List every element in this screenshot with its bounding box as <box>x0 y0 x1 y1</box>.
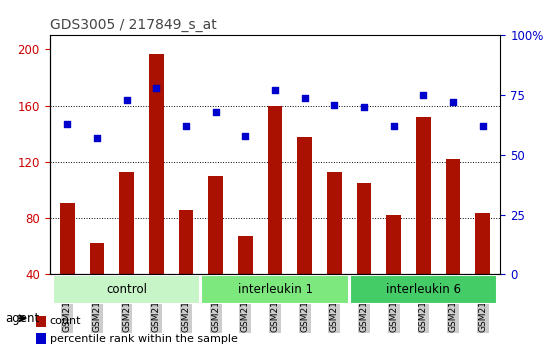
Point <box>182 123 190 129</box>
Bar <box>327 172 342 274</box>
Point <box>419 92 428 98</box>
Point <box>122 97 131 103</box>
Text: count: count <box>50 316 81 326</box>
Bar <box>149 54 164 274</box>
Bar <box>356 183 371 274</box>
Text: percentile rank within the sample: percentile rank within the sample <box>50 333 238 344</box>
Bar <box>90 244 104 274</box>
Bar <box>179 210 194 274</box>
Bar <box>201 275 349 304</box>
Bar <box>60 202 75 274</box>
Bar <box>36 333 46 344</box>
Point <box>389 123 398 129</box>
Point <box>300 95 309 101</box>
Text: interleukin 6: interleukin 6 <box>386 283 461 296</box>
Bar <box>268 106 282 274</box>
Bar <box>297 137 312 274</box>
Bar <box>475 212 490 274</box>
Point <box>63 121 72 127</box>
Point <box>360 104 368 110</box>
Bar <box>36 316 46 327</box>
Bar <box>238 236 253 274</box>
Point <box>478 123 487 129</box>
Point <box>449 99 458 105</box>
Text: control: control <box>106 283 147 296</box>
Text: GDS3005 / 217849_s_at: GDS3005 / 217849_s_at <box>50 18 216 32</box>
Bar <box>208 176 223 274</box>
Point <box>92 135 101 141</box>
Point <box>152 85 161 91</box>
Point <box>211 109 220 115</box>
Point <box>330 102 339 108</box>
Bar <box>119 172 134 274</box>
Text: agent: agent <box>6 312 40 325</box>
Point <box>271 87 279 93</box>
Bar <box>53 275 200 304</box>
Bar <box>350 275 497 304</box>
Bar <box>446 159 460 274</box>
Bar <box>386 215 401 274</box>
Point <box>241 133 250 138</box>
Text: interleukin 1: interleukin 1 <box>238 283 312 296</box>
Bar <box>416 117 431 274</box>
